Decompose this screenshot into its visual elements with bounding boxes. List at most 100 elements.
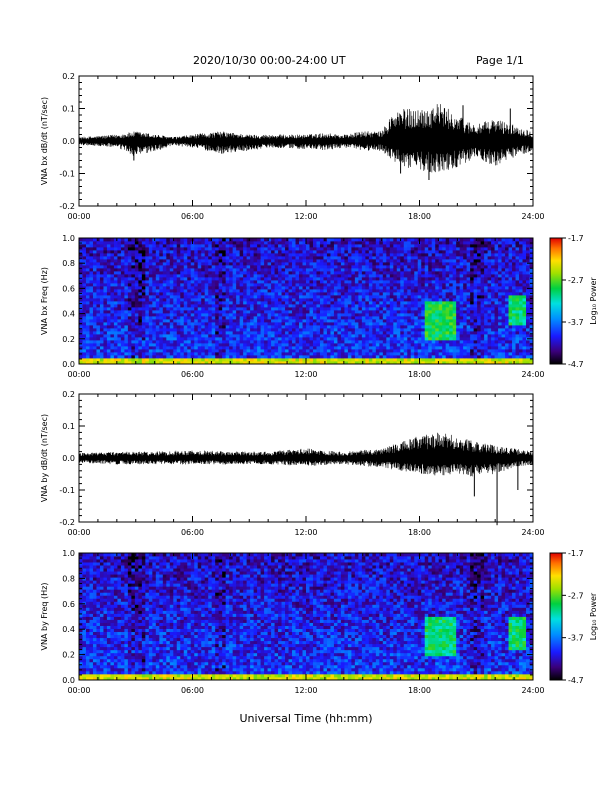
spectrogram-cell [85,343,90,347]
spectrogram-cell [365,355,370,359]
spectrogram-cell [295,310,300,314]
spectrogram-cell [400,292,405,296]
spectrogram-cell [431,286,436,290]
spectrogram-cell [326,241,331,245]
spectrogram-cell [131,262,136,266]
spectrogram-cell [271,331,275,335]
panel-1-axes: -0.2-0.10.00.10.200:00 06:00 12:00 18:00 24:… [40,72,545,221]
spectrogram-cell [225,304,230,308]
spectrogram-cell [417,301,422,305]
spectrogram-cell [208,334,213,338]
spectrogram-cell [442,244,447,248]
spectrogram-cell [463,328,468,332]
spectrogram-cell [306,325,310,329]
spectrogram-cell [414,310,419,314]
spectrogram-cell [326,355,331,359]
spectrogram-cell [389,289,394,293]
spectrogram-cell [79,325,83,329]
spectrogram-cell [152,316,157,320]
spectrogram-cell [141,277,146,281]
spectrogram-cell [410,361,415,365]
spectrogram-cell [466,349,471,353]
spectrogram-cell [173,241,178,245]
spectrogram-cell [211,253,216,257]
spectrogram-cell [449,244,454,248]
spectrogram-cell [431,256,436,260]
spectrogram-cell [424,292,429,296]
spectrogram-cell [82,349,87,353]
spectrogram-cell [333,343,338,347]
spectrogram-cell [368,247,373,251]
spectrogram-cell [477,277,482,281]
spectrogram-cell [183,340,188,344]
spectrogram-cell [257,304,261,308]
spectrogram-cell [421,253,426,257]
spectrogram-cell [400,325,405,329]
spectrogram-cell [236,277,241,281]
spectrogram-cell [330,277,335,281]
spectrogram-cell [166,271,171,275]
spectrogram-cell [194,244,199,248]
spectrogram-cell [96,283,101,287]
spectrogram-cell [152,349,157,353]
spectrogram-cell [358,259,363,263]
spectrogram-cell [92,241,97,245]
spectrogram-cell [267,319,272,323]
spectrogram-cell [463,346,468,350]
spectrogram-cell [340,331,345,335]
spectrogram-cell [92,337,97,341]
spectrogram-cell [267,271,272,275]
spectrogram-cell [204,331,209,335]
spectrogram-cell [264,298,268,302]
spectrogram-cell [141,265,146,269]
spectrogram-cell [159,304,164,308]
spectrogram-cell [435,337,440,341]
spectrogram-cell [372,352,377,356]
spectrogram-cell [400,331,405,335]
spectrogram-cell [166,253,171,257]
spectrogram-cell [470,334,475,338]
spectrogram-cell [110,298,115,302]
spectrogram-cell [424,268,429,272]
spectrogram-cell [330,331,335,335]
spectrogram-cell [389,334,394,338]
spectrogram-cell [239,301,244,305]
spectrogram-cell [96,259,101,263]
spectrogram-cell [131,247,136,251]
spectrogram-cell [438,283,443,287]
spectrogram-cell [316,247,321,251]
spectrogram-cell [99,268,104,272]
spectrogram-cell [222,292,227,296]
spectrogram-cell [288,286,293,290]
spectrogram-cell [428,346,433,350]
spectrogram-cell [260,277,265,281]
spectrogram-cell [326,328,331,332]
spectrogram-cell [473,280,478,284]
spectrogram-cell [162,301,167,305]
spectrogram-cell [340,343,345,347]
spectrogram-cell [211,286,216,290]
spectrogram-cell [239,268,244,272]
spectrogram-cell [414,277,419,281]
spectrogram-cell [323,280,328,284]
spectrogram-cell [344,253,349,257]
spectrogram-cell [438,262,443,266]
spectrogram-cell [351,268,356,272]
spectrogram-cell [187,298,192,302]
spectrogram-cell [281,268,286,272]
spectrogram-cell [120,253,125,257]
spectrogram-cell [166,262,171,266]
spectrogram-cell [176,304,181,308]
spectrogram-cell [354,316,359,320]
spectrogram-cell [428,307,433,311]
spectrogram-cell [271,283,275,287]
spectrogram-cell [183,337,188,341]
spectrogram-cell [176,307,181,311]
spectrogram-cell [257,241,261,245]
spectrogram-cell [459,358,464,362]
spectrogram-cell [113,256,118,260]
spectrogram-cell [396,349,401,353]
spectrogram-cell [386,322,391,326]
spectrogram-cell [354,256,359,260]
spectrogram-cell [340,274,345,278]
